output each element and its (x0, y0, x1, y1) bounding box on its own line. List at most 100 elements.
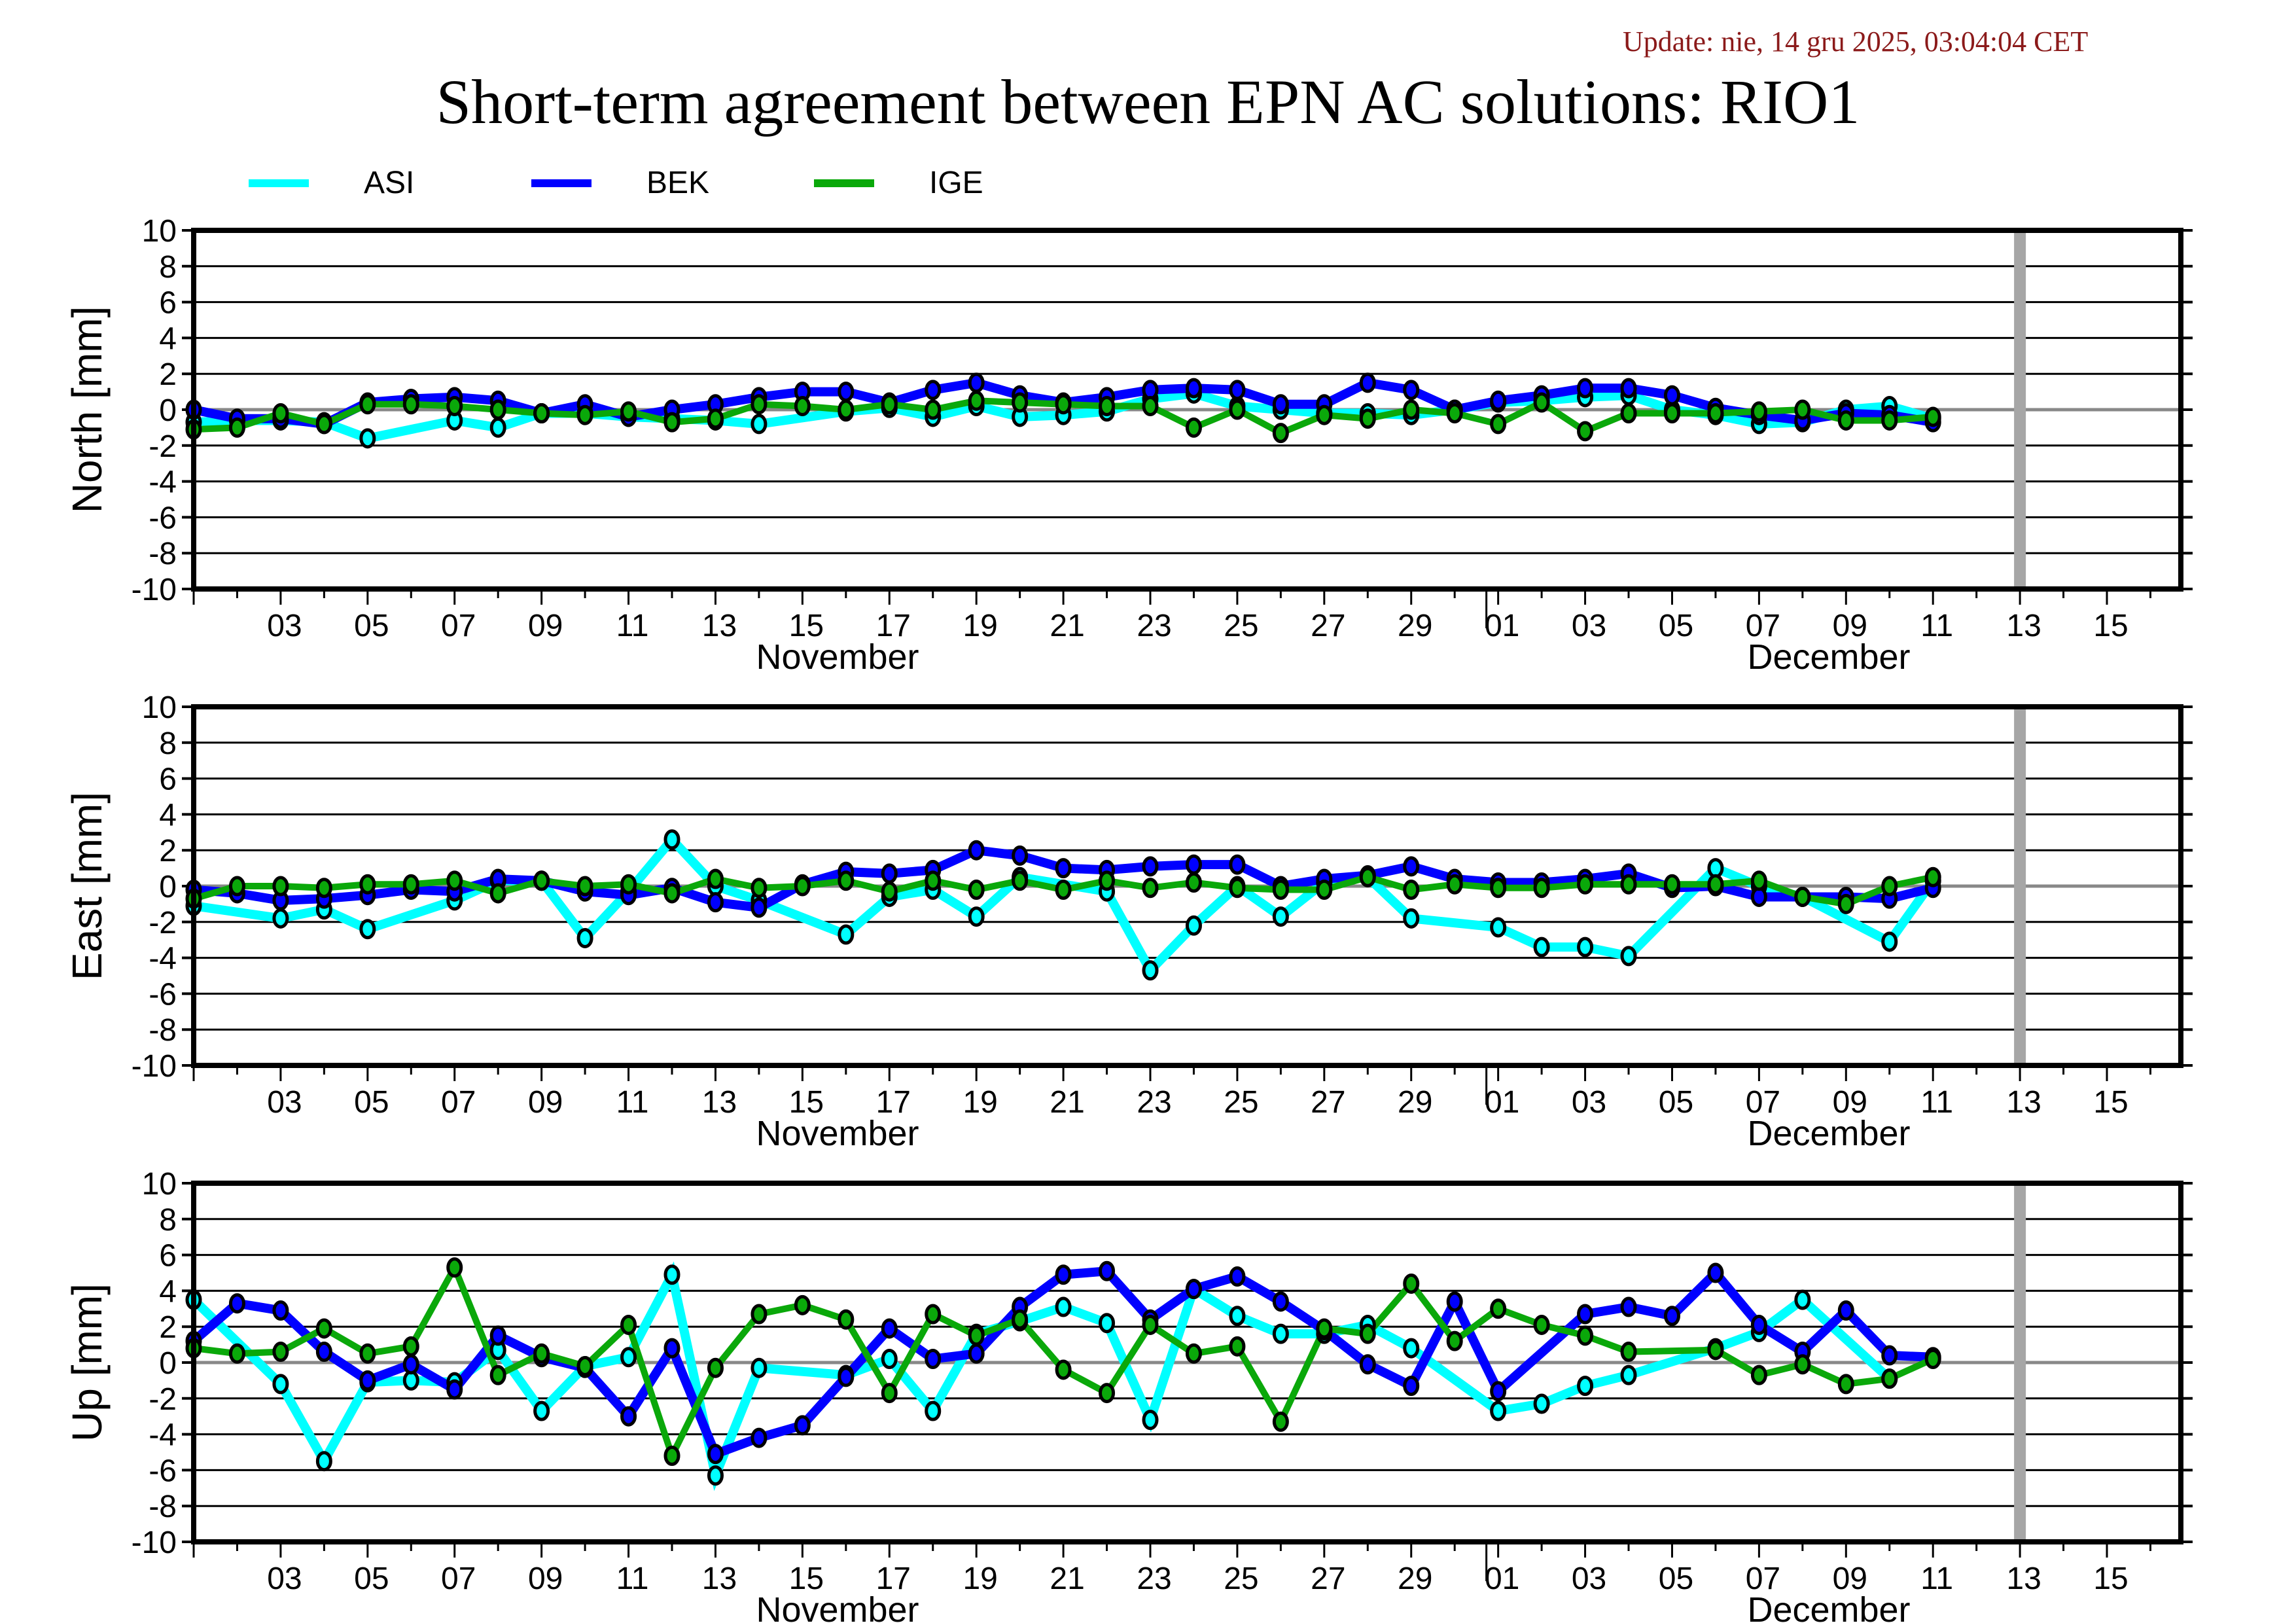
data-point-bek (1185, 1279, 1202, 1300)
data-point-ige (359, 1343, 376, 1364)
legend: ASI BEK IGE (0, 157, 2296, 209)
y-tick-label: -2 (149, 1382, 177, 1417)
data-point-ige (1359, 866, 1376, 887)
y-tick-label: -10 (132, 573, 177, 607)
legend-swatch-ige (814, 179, 874, 187)
x-tick-label: 03 (1572, 1561, 1606, 1596)
data-point-ige (620, 401, 637, 422)
y-tick-label: 2 (159, 357, 177, 392)
data-point-asi (751, 1357, 768, 1378)
data-point-asi (838, 924, 855, 945)
x-tick-label: 21 (1050, 1561, 1084, 1596)
data-point-ige (663, 883, 680, 904)
y-tick-label: 2 (159, 834, 177, 868)
month-label-november: November (756, 637, 919, 677)
data-point-ige (1533, 392, 1550, 413)
data-point-asi (1577, 1376, 1594, 1397)
data-point-ige (1055, 394, 1072, 415)
y-tick-label: -6 (149, 501, 177, 535)
data-point-ige (881, 394, 898, 415)
x-tick-label: 15 (789, 1561, 824, 1596)
data-point-ige (1837, 1374, 1854, 1395)
data-point-ige (1490, 414, 1507, 435)
data-point-ige (446, 396, 463, 417)
x-tick-label: 19 (963, 609, 997, 643)
data-point-ige (1750, 1364, 1767, 1385)
x-tick-label: 29 (1398, 1561, 1432, 1596)
data-point-ige (1229, 399, 1246, 420)
data-point-ige (1707, 1340, 1724, 1361)
data-point-ige (1403, 399, 1420, 420)
data-point-ige (359, 394, 376, 415)
data-point-bek (1403, 380, 1420, 401)
data-point-ige (1316, 879, 1333, 900)
y-tick-label: 4 (159, 798, 177, 832)
x-tick-label: 27 (1311, 1085, 1345, 1120)
data-point-ige (1403, 879, 1420, 900)
x-tick-label: 17 (876, 1561, 911, 1596)
data-point-ige (1446, 402, 1463, 423)
data-point-ige (489, 399, 506, 420)
data-point-asi (881, 1349, 898, 1370)
data-point-ige (446, 1257, 463, 1278)
x-tick-label: 09 (528, 1561, 563, 1596)
data-point-ige (1924, 866, 1941, 887)
data-point-bek (1446, 1291, 1463, 1312)
data-point-bek (1620, 1296, 1637, 1317)
data-point-asi (402, 1370, 419, 1391)
data-point-asi (1794, 1289, 1811, 1310)
data-point-bek (359, 1370, 376, 1391)
data-point-bek (402, 1354, 419, 1375)
x-tick-label: 13 (2006, 609, 2041, 643)
legend-swatch-bek (531, 179, 592, 187)
data-point-ige (1185, 1343, 1202, 1364)
data-point-ige (272, 876, 289, 897)
data-point-ige (359, 874, 376, 895)
data-point-bek (1055, 858, 1072, 879)
data-point-bek (1490, 1381, 1507, 1402)
data-point-ige (1794, 399, 1811, 420)
y-tick-label: -4 (149, 1418, 177, 1453)
data-point-ige (794, 876, 811, 897)
legend-label-bek: BEK (646, 166, 710, 200)
data-point-ige (1924, 406, 1941, 427)
month-label-november: November (756, 1114, 919, 1153)
data-point-ige (1533, 878, 1550, 899)
chart-title: Short-term agreement between EPN AC solu… (436, 67, 1860, 137)
data-point-asi (1142, 960, 1159, 981)
data-point-bek (1142, 380, 1159, 401)
x-tick-label: 11 (1920, 1561, 1953, 1596)
data-point-ige (576, 876, 593, 897)
data-point-bek (968, 372, 985, 393)
data-point-ige (1359, 408, 1376, 429)
month-label-december: December (1747, 637, 1910, 677)
data-point-bek (1837, 1300, 1854, 1321)
data-point-bek (925, 380, 942, 401)
data-point-ige (663, 1445, 680, 1466)
data-point-ige (228, 1343, 245, 1364)
x-tick-label: 21 (1050, 609, 1084, 643)
y-tick-label: 4 (159, 321, 177, 356)
y-tick-label: -6 (149, 977, 177, 1012)
data-point-ige (1272, 423, 1289, 444)
y-tick-label: 10 (142, 214, 177, 249)
data-point-asi (1533, 936, 1550, 957)
x-tick-label: 11 (1920, 1085, 1953, 1120)
data-point-asi (1620, 1364, 1637, 1385)
x-tick-label: 09 (528, 1085, 563, 1120)
y-tick-label: 8 (159, 1203, 177, 1238)
data-point-asi (751, 414, 768, 435)
x-tick-label: 09 (1833, 609, 1867, 643)
data-point-ige (1620, 1342, 1637, 1363)
data-point-bek (707, 892, 724, 913)
data-point-bek (1185, 854, 1202, 875)
y-tick-label: -8 (149, 1013, 177, 1048)
data-point-bek (1620, 378, 1637, 399)
y-tick-label: 8 (159, 250, 177, 285)
x-tick-label: 03 (1572, 1085, 1606, 1120)
x-tick-label: 07 (1746, 1085, 1780, 1120)
data-point-ige (1403, 1273, 1420, 1294)
data-point-ige (1881, 410, 1898, 431)
